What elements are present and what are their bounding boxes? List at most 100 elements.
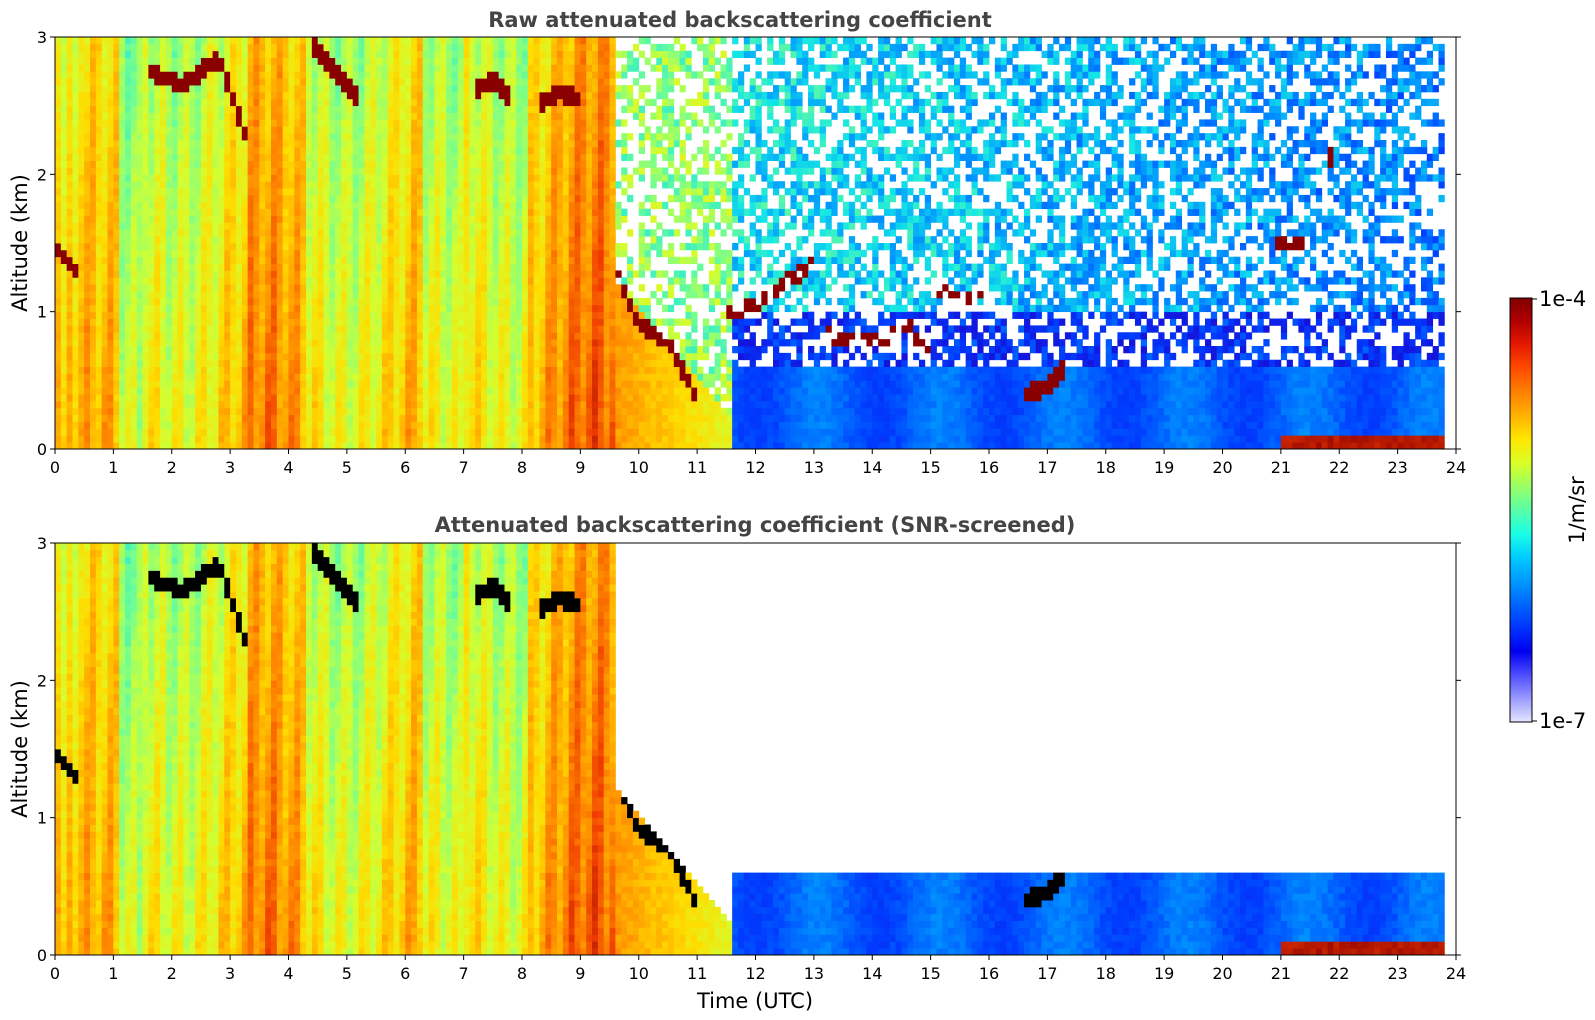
heatmap-cell bbox=[282, 243, 289, 251]
heatmap-cell bbox=[66, 236, 73, 244]
heatmap-cell bbox=[306, 140, 313, 148]
heatmap-cell bbox=[504, 194, 511, 203]
heatmap-cell bbox=[195, 153, 202, 161]
heatmap-cell bbox=[481, 380, 488, 388]
heatmap-cell bbox=[130, 140, 138, 148]
heatmap-cell bbox=[335, 194, 342, 203]
heatmap-cell bbox=[492, 325, 500, 333]
heatmap-cell bbox=[504, 43, 511, 52]
heatmap-cell bbox=[306, 160, 313, 168]
heatmap-cell bbox=[224, 435, 231, 443]
heatmap-cell bbox=[481, 332, 488, 340]
heatmap-cell bbox=[84, 174, 91, 182]
heatmap-cell bbox=[142, 325, 149, 333]
heatmap-cell bbox=[352, 71, 359, 79]
heatmap-cell bbox=[510, 325, 517, 333]
heatmap-cell bbox=[498, 181, 505, 189]
heatmap-cell bbox=[381, 153, 389, 161]
heatmap-cell bbox=[416, 291, 424, 299]
heatmap-cell bbox=[218, 249, 225, 258]
heatmap-cell bbox=[463, 407, 470, 416]
heatmap-cell bbox=[481, 188, 488, 196]
heatmap-cell bbox=[224, 43, 231, 52]
heatmap-cell bbox=[335, 387, 342, 395]
heatmap-cell bbox=[72, 270, 79, 278]
heatmap-cell bbox=[486, 215, 494, 223]
heatmap-cell bbox=[78, 407, 85, 416]
heatmap-cell bbox=[475, 188, 482, 196]
heatmap-cell bbox=[66, 435, 73, 443]
heatmap-cell bbox=[422, 332, 429, 340]
heatmap-cell bbox=[165, 284, 173, 292]
heatmap-cell bbox=[95, 215, 103, 223]
heatmap-cell bbox=[516, 167, 523, 175]
heatmap-cell bbox=[148, 98, 155, 107]
heatmap-cell bbox=[60, 400, 68, 409]
heatmap-cell bbox=[527, 57, 535, 65]
heatmap-cell bbox=[387, 318, 394, 326]
heatmap-cell bbox=[195, 181, 202, 189]
heatmap-cell bbox=[358, 160, 365, 168]
heatmap-cell bbox=[346, 318, 354, 326]
heatmap-cell bbox=[200, 297, 208, 306]
heatmap-cell bbox=[148, 208, 155, 216]
heatmap-cell bbox=[148, 181, 155, 189]
heatmap-cell bbox=[136, 243, 143, 251]
heatmap-cell bbox=[341, 359, 348, 367]
heatmap-cell bbox=[218, 57, 225, 65]
heatmap-cell bbox=[306, 57, 313, 65]
heatmap-cell bbox=[212, 133, 219, 141]
heatmap-cell bbox=[265, 284, 272, 292]
heatmap-cell bbox=[510, 160, 517, 168]
heatmap-cell bbox=[107, 194, 114, 203]
heatmap-cell bbox=[434, 339, 441, 347]
heatmap-cell bbox=[154, 236, 161, 244]
heatmap-cell bbox=[317, 71, 324, 79]
heatmap-cell bbox=[119, 311, 126, 319]
heatmap-cell bbox=[364, 201, 371, 210]
heatmap-cell bbox=[405, 325, 412, 333]
heatmap-cell bbox=[177, 126, 184, 134]
heatmap-cell bbox=[376, 160, 383, 168]
heatmap-cell bbox=[177, 311, 184, 319]
panel-raw: Raw attenuated backscattering coefficien… bbox=[8, 8, 1466, 477]
heatmap-cell bbox=[160, 428, 167, 436]
heatmap-cell bbox=[189, 57, 196, 65]
heatmap-cell bbox=[422, 194, 429, 203]
heatmap-cell bbox=[516, 181, 523, 189]
heatmap-cell bbox=[381, 98, 389, 107]
heatmap-cell bbox=[218, 442, 225, 450]
heatmap-cell bbox=[200, 256, 208, 264]
heatmap-cell bbox=[130, 318, 138, 326]
heatmap-cell bbox=[522, 394, 529, 402]
heatmap-cell bbox=[148, 105, 155, 113]
heatmap-cell bbox=[72, 407, 79, 416]
heatmap-cell bbox=[66, 442, 73, 450]
heatmap-cell bbox=[481, 373, 488, 381]
heatmap-cell bbox=[259, 407, 266, 416]
heatmap-cell bbox=[160, 236, 167, 244]
heatmap-cell bbox=[457, 194, 465, 203]
heatmap-cell bbox=[440, 291, 447, 299]
heatmap-cell bbox=[440, 153, 447, 161]
heatmap-cell bbox=[165, 243, 173, 251]
heatmap-cell bbox=[165, 146, 173, 155]
heatmap-cell bbox=[235, 270, 243, 278]
heatmap-cell bbox=[498, 208, 505, 216]
heatmap-cell bbox=[265, 291, 272, 299]
heatmap-cell bbox=[294, 126, 301, 134]
heatmap-cell bbox=[72, 414, 79, 422]
heatmap-cell bbox=[177, 442, 184, 450]
heatmap-cell bbox=[335, 222, 342, 230]
heatmap-cell bbox=[206, 153, 214, 161]
heatmap-cell bbox=[113, 194, 120, 203]
heatmap-cell bbox=[451, 325, 459, 333]
heatmap-cell bbox=[504, 201, 511, 210]
heatmap-cell bbox=[55, 229, 62, 237]
heatmap-cell bbox=[130, 297, 138, 306]
heatmap-cell bbox=[405, 188, 412, 196]
heatmap-cell bbox=[492, 105, 500, 113]
heatmap-cell bbox=[95, 380, 103, 388]
heatmap-cell bbox=[206, 359, 214, 367]
heatmap-cell bbox=[265, 181, 272, 189]
